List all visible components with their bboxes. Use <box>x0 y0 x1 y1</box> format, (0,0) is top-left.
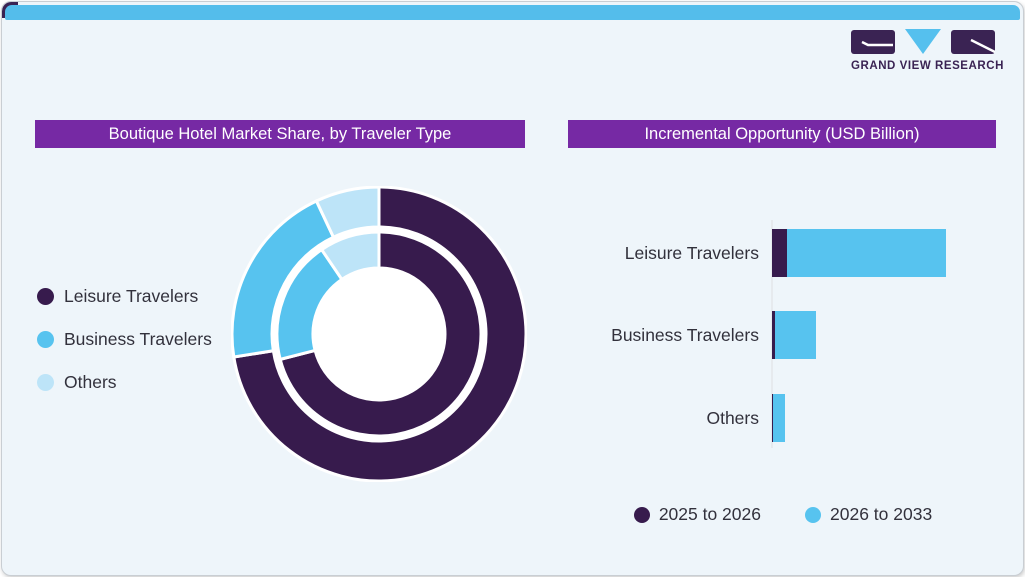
market-share-panel: Boutique Hotel Market Share, by Traveler… <box>2 112 547 542</box>
top-accent-bar <box>5 5 1020 20</box>
legend-item-2026-2033: 2026 to 2033 <box>805 504 932 525</box>
bar-segment-2026-2033 <box>775 311 816 359</box>
bar-segment-2026-2033 <box>787 229 946 277</box>
legend-label-others: Others <box>64 372 117 392</box>
legend-swatch-others <box>37 374 54 391</box>
bar-label-others: Others <box>706 408 759 428</box>
legend-swatch-leisure <box>37 288 54 305</box>
donut-legend: Leisure Travelers Business Travelers Oth… <box>37 286 212 415</box>
legend-label-2025-2026: 2025 to 2026 <box>658 504 761 524</box>
legend-label-2026-2033: 2026 to 2033 <box>830 504 933 524</box>
bar-segment-2026-2033 <box>773 394 785 442</box>
donut-chart-title: Boutique Hotel Market Share, by Traveler… <box>108 125 452 143</box>
legend-label-leisure: Leisure Travelers <box>64 286 199 306</box>
legend-item-leisure: Leisure Travelers <box>37 286 212 307</box>
bar-chart-title-bar: Incremental Opportunity (USD Billion) <box>568 120 996 148</box>
bar-row-business: Business Travelers <box>568 311 998 359</box>
incremental-opportunity-panel: Incremental Opportunity (USD Billion) Le… <box>568 112 1008 552</box>
legend-swatch-2025-2026 <box>633 506 650 523</box>
bar-segment-2025-2026 <box>772 394 773 442</box>
legend-item-2025-2026: 2025 to 2026 <box>633 504 761 525</box>
legend-swatch-business <box>37 331 54 348</box>
logo-letter-r-icon <box>951 29 996 54</box>
bar-row-others: Others <box>568 394 998 442</box>
bar-label-leisure: Leisure Travelers <box>624 243 759 263</box>
bar-track-business <box>772 311 816 359</box>
bar-legend: 2025 to 2026 2026 to 2033 <box>568 504 998 525</box>
bar-segment-2025-2026 <box>772 311 775 359</box>
legend-item-others: Others <box>37 372 212 393</box>
logo-wordmark: GRAND VIEW RESEARCH <box>851 60 1004 72</box>
bar-label-business: Business Travelers <box>611 325 759 345</box>
legend-label-business: Business Travelers <box>64 329 212 349</box>
logo-glyphs <box>851 29 996 54</box>
donut-chart-title-bar: Boutique Hotel Market Share, by Traveler… <box>35 120 525 148</box>
bar-track-leisure <box>772 229 946 277</box>
legend-item-business: Business Travelers <box>37 329 212 350</box>
bar-chart: Leisure Travelers Business Travelers Oth… <box>568 187 998 537</box>
logo-letter-g-icon <box>851 29 895 54</box>
logo-letter-v-icon <box>905 29 941 54</box>
bar-track-others <box>772 394 785 442</box>
bar-segment-2025-2026 <box>772 229 787 277</box>
donut-chart <box>231 186 527 482</box>
legend-swatch-2026-2033 <box>805 506 821 523</box>
bar-chart-title: Incremental Opportunity (USD Billion) <box>644 125 920 143</box>
grand-view-research-logo: GRAND VIEW RESEARCH <box>851 29 1004 72</box>
bar-row-leisure: Leisure Travelers <box>568 229 998 277</box>
